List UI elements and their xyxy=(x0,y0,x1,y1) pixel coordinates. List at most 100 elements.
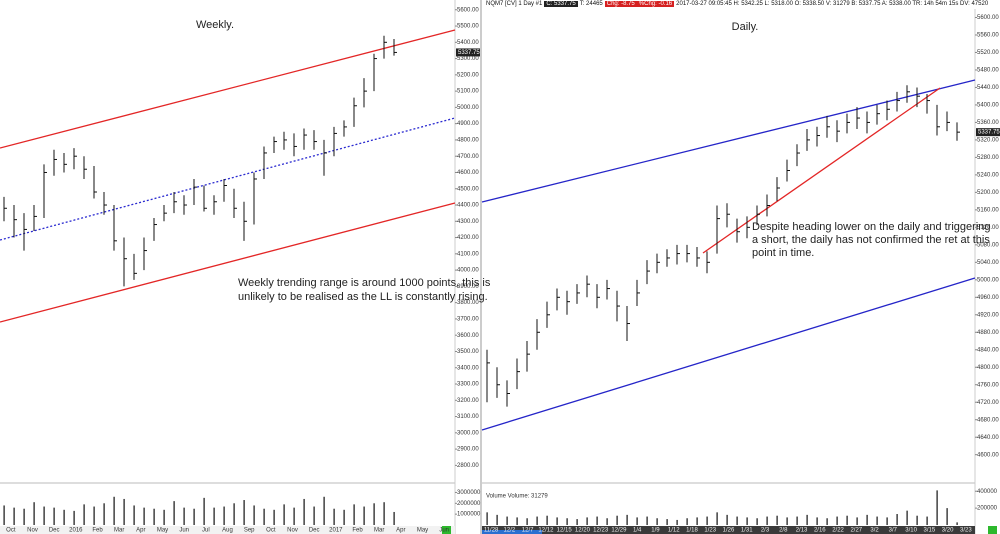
x-tick-label: Nov xyxy=(27,528,38,534)
volume-bar xyxy=(273,509,275,525)
volume-bar xyxy=(373,503,375,525)
y-tick-label: 4920.00 xyxy=(977,312,999,318)
y-tick-label: 5320.00 xyxy=(977,137,999,143)
annotation: Weekly trending range is around 1000 poi… xyxy=(238,277,491,289)
volume-bar xyxy=(133,505,135,525)
volume-bar xyxy=(536,516,538,525)
chart-title: Weekly. xyxy=(196,19,234,31)
volume-bar xyxy=(566,518,568,525)
x-tick-label: Sep xyxy=(244,528,255,534)
trend-line xyxy=(0,29,456,149)
volume-bar xyxy=(636,517,638,525)
volume-bar xyxy=(666,519,668,525)
y-tick-label: 5520.00 xyxy=(977,50,999,56)
y-tick-label: 4600.00 xyxy=(457,170,479,176)
x-tick-label: 12/2 xyxy=(504,528,516,534)
volume-bar xyxy=(253,505,255,525)
volume-bar xyxy=(83,504,85,525)
volume-tick-label: 200000 xyxy=(977,506,998,512)
y-tick-label: 3000.00 xyxy=(457,430,479,436)
last-price-label: 5337.75 xyxy=(978,130,1000,136)
x-tick-label: 1/31 xyxy=(741,528,753,534)
volume-bar xyxy=(796,516,798,525)
y-tick-label: 5160.00 xyxy=(977,207,999,213)
y-tick-label: 3400.00 xyxy=(457,365,479,371)
volume-bar xyxy=(63,509,65,525)
volume-bar xyxy=(323,496,325,525)
volume-bar xyxy=(13,507,15,525)
annotation: unlikely to be realised as the LL is con… xyxy=(238,291,488,303)
x-tick-label: 2017 xyxy=(329,528,343,534)
volume-bar xyxy=(43,506,45,525)
y-tick-label: 5600.00 xyxy=(457,7,479,13)
volume-bar xyxy=(243,500,245,525)
x-tick-label: 2/22 xyxy=(832,528,844,534)
volume-bar xyxy=(676,519,678,525)
x-tick-label: 1/26 xyxy=(723,528,735,534)
volume-bar xyxy=(333,508,335,525)
volume-bar xyxy=(756,518,758,525)
header-bar: NQM7 [CV] 1 Day #1 C: 5337.75 T: 24465 Chg:… xyxy=(484,0,990,9)
annotation: a short, the daily has not confirmed the… xyxy=(752,234,990,246)
volume-tick-label: 2000000 xyxy=(457,501,481,507)
x-tick-label: 12/20 xyxy=(575,528,591,534)
trend-line xyxy=(481,79,976,203)
y-tick-label: 4300.00 xyxy=(457,219,479,225)
x-tick-label: 2/8 xyxy=(779,528,788,534)
x-tick-label: Feb xyxy=(352,528,363,534)
x-tick-label: 3/15 xyxy=(924,528,936,534)
volume-bar xyxy=(806,514,808,525)
trend-line xyxy=(702,87,941,254)
header-item: NQM7 [CV] 1 Day #1 xyxy=(486,1,543,7)
x-tick-label: Aug xyxy=(222,528,233,534)
x-tick-label: May xyxy=(157,528,168,534)
x-tick-label: 12/15 xyxy=(557,528,573,534)
y-tick-label: 4700.00 xyxy=(457,154,479,160)
y-tick-label: 5000.00 xyxy=(457,105,479,111)
volume-bar xyxy=(53,507,55,525)
volume-bar xyxy=(706,516,708,525)
annotation: Despite heading lower on the daily and t… xyxy=(752,221,991,233)
volume-bar xyxy=(936,490,938,525)
volume-bar xyxy=(766,516,768,525)
x-tick-label: 1/12 xyxy=(668,528,680,534)
y-tick-label: 4800.00 xyxy=(457,138,479,144)
y-tick-label: 5300.00 xyxy=(457,56,479,62)
volume-bar xyxy=(946,508,948,525)
y-tick-label: 3700.00 xyxy=(457,316,479,322)
y-tick-label: 5000.00 xyxy=(977,277,999,283)
y-tick-label: 2800.00 xyxy=(457,463,479,469)
volume-tick-label: 1000000 xyxy=(457,512,481,518)
x-tick-label: 2/13 xyxy=(796,528,808,534)
volume-bar xyxy=(956,522,958,525)
x-tick-label: 12/23 xyxy=(593,528,609,534)
volume-bar xyxy=(786,517,788,525)
x-tick-label: Nov xyxy=(287,528,298,534)
y-tick-label: 5600.00 xyxy=(977,15,999,21)
volume-bar xyxy=(606,518,608,525)
volume-bar xyxy=(33,502,35,525)
volume-bar xyxy=(596,516,598,525)
volume-bar xyxy=(353,504,355,525)
y-tick-label: 5240.00 xyxy=(977,172,999,178)
y-tick-label: 4000.00 xyxy=(457,268,479,274)
x-tick-label: 3/2 xyxy=(870,528,879,534)
y-tick-label: 3900.00 xyxy=(457,284,479,290)
y-tick-label: 5200.00 xyxy=(977,190,999,196)
y-tick-label: 5480.00 xyxy=(977,68,999,74)
x-tick-label: 2/27 xyxy=(850,528,862,534)
volume-label: Volume Volume: 31279 xyxy=(486,494,548,500)
x-tick-label: Feb xyxy=(92,528,103,534)
y-tick-label: 5080.00 xyxy=(977,242,999,248)
x-tick-label: 1/4 xyxy=(633,528,642,534)
date-strip xyxy=(0,526,455,534)
volume-bar xyxy=(576,519,578,525)
x-tick-label: 1/9 xyxy=(651,528,660,534)
volume-bar xyxy=(263,508,265,525)
volume-bar xyxy=(586,517,588,525)
scroll-bar[interactable] xyxy=(482,530,542,534)
volume-bar xyxy=(916,515,918,525)
y-tick-label: 3800.00 xyxy=(457,300,479,306)
volume-bar xyxy=(213,507,215,525)
y-tick-label: 5040.00 xyxy=(977,260,999,266)
